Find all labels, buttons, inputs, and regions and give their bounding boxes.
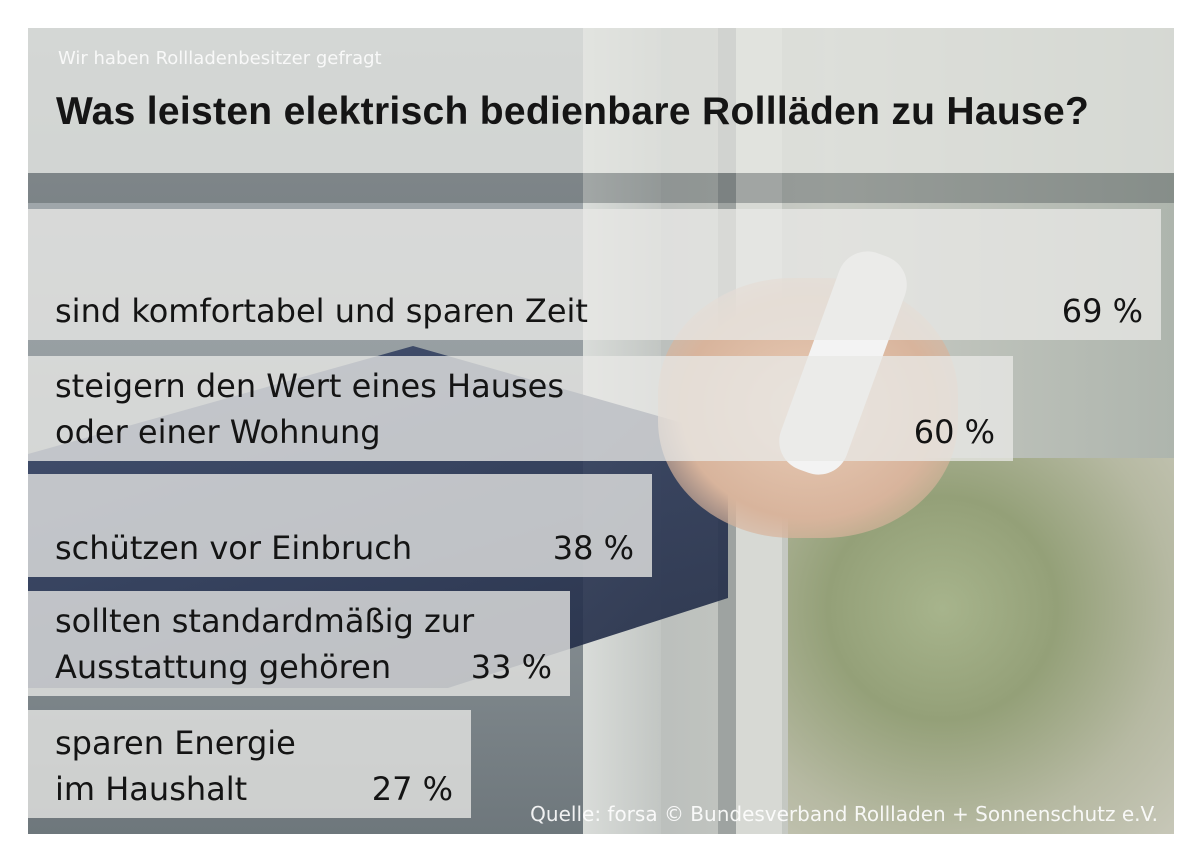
bar: schützen vor Einbruch 38 % [28, 474, 652, 577]
bar: steigern den Wert eines Hauses oder eine… [28, 356, 1013, 461]
bar-label: schützen vor Einbruch [55, 529, 413, 567]
bar-value-label: 69 % [1061, 292, 1143, 330]
bar-value-label: 27 % [371, 770, 453, 808]
chart-subtitle: Wir haben Rollladenbesitzer gefragt [58, 48, 382, 69]
infographic: Wir haben Rollladenbesitzer gefragt Was … [28, 28, 1174, 834]
bar-chart: sind komfortabel und sparen Zeit 69 % stei… [28, 28, 1174, 834]
bar-label: steigern den Wert eines Hauses oder eine… [55, 367, 564, 451]
header-divider [28, 173, 1174, 203]
bar: sparen Energie im Haushalt 27 % [28, 710, 471, 818]
bar-label: sind komfortabel und sparen Zeit [55, 292, 588, 330]
bar-label: sollten standardmäßig zur Ausstattung ge… [55, 602, 475, 686]
bar: sind komfortabel und sparen Zeit 69 % [28, 209, 1161, 340]
bar-label: sparen Energie im Haushalt [55, 724, 296, 808]
chart-title: Was leisten elektrisch bedienbare Rolllä… [56, 90, 1090, 133]
header-band [28, 28, 1174, 173]
bar: sollten standardmäßig zur Ausstattung ge… [28, 591, 570, 696]
bar-value-label: 33 % [470, 648, 552, 686]
bar-value-label: 38 % [552, 529, 634, 567]
source-credit: Quelle: forsa © Bundesverband Rollladen … [530, 802, 1158, 826]
bar-value-label: 60 % [913, 413, 995, 451]
